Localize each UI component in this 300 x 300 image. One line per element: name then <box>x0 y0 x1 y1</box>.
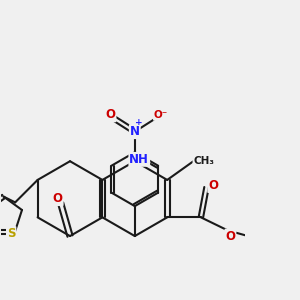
Text: +: + <box>136 118 143 127</box>
Text: N: N <box>130 125 140 138</box>
Text: NH: NH <box>129 153 149 166</box>
Text: S: S <box>7 227 15 240</box>
Text: O: O <box>225 230 236 243</box>
Text: O⁻: O⁻ <box>154 110 168 120</box>
Text: O: O <box>208 179 218 192</box>
Text: O: O <box>106 108 116 121</box>
Text: CH₃: CH₃ <box>194 156 214 166</box>
Text: O: O <box>53 192 63 205</box>
